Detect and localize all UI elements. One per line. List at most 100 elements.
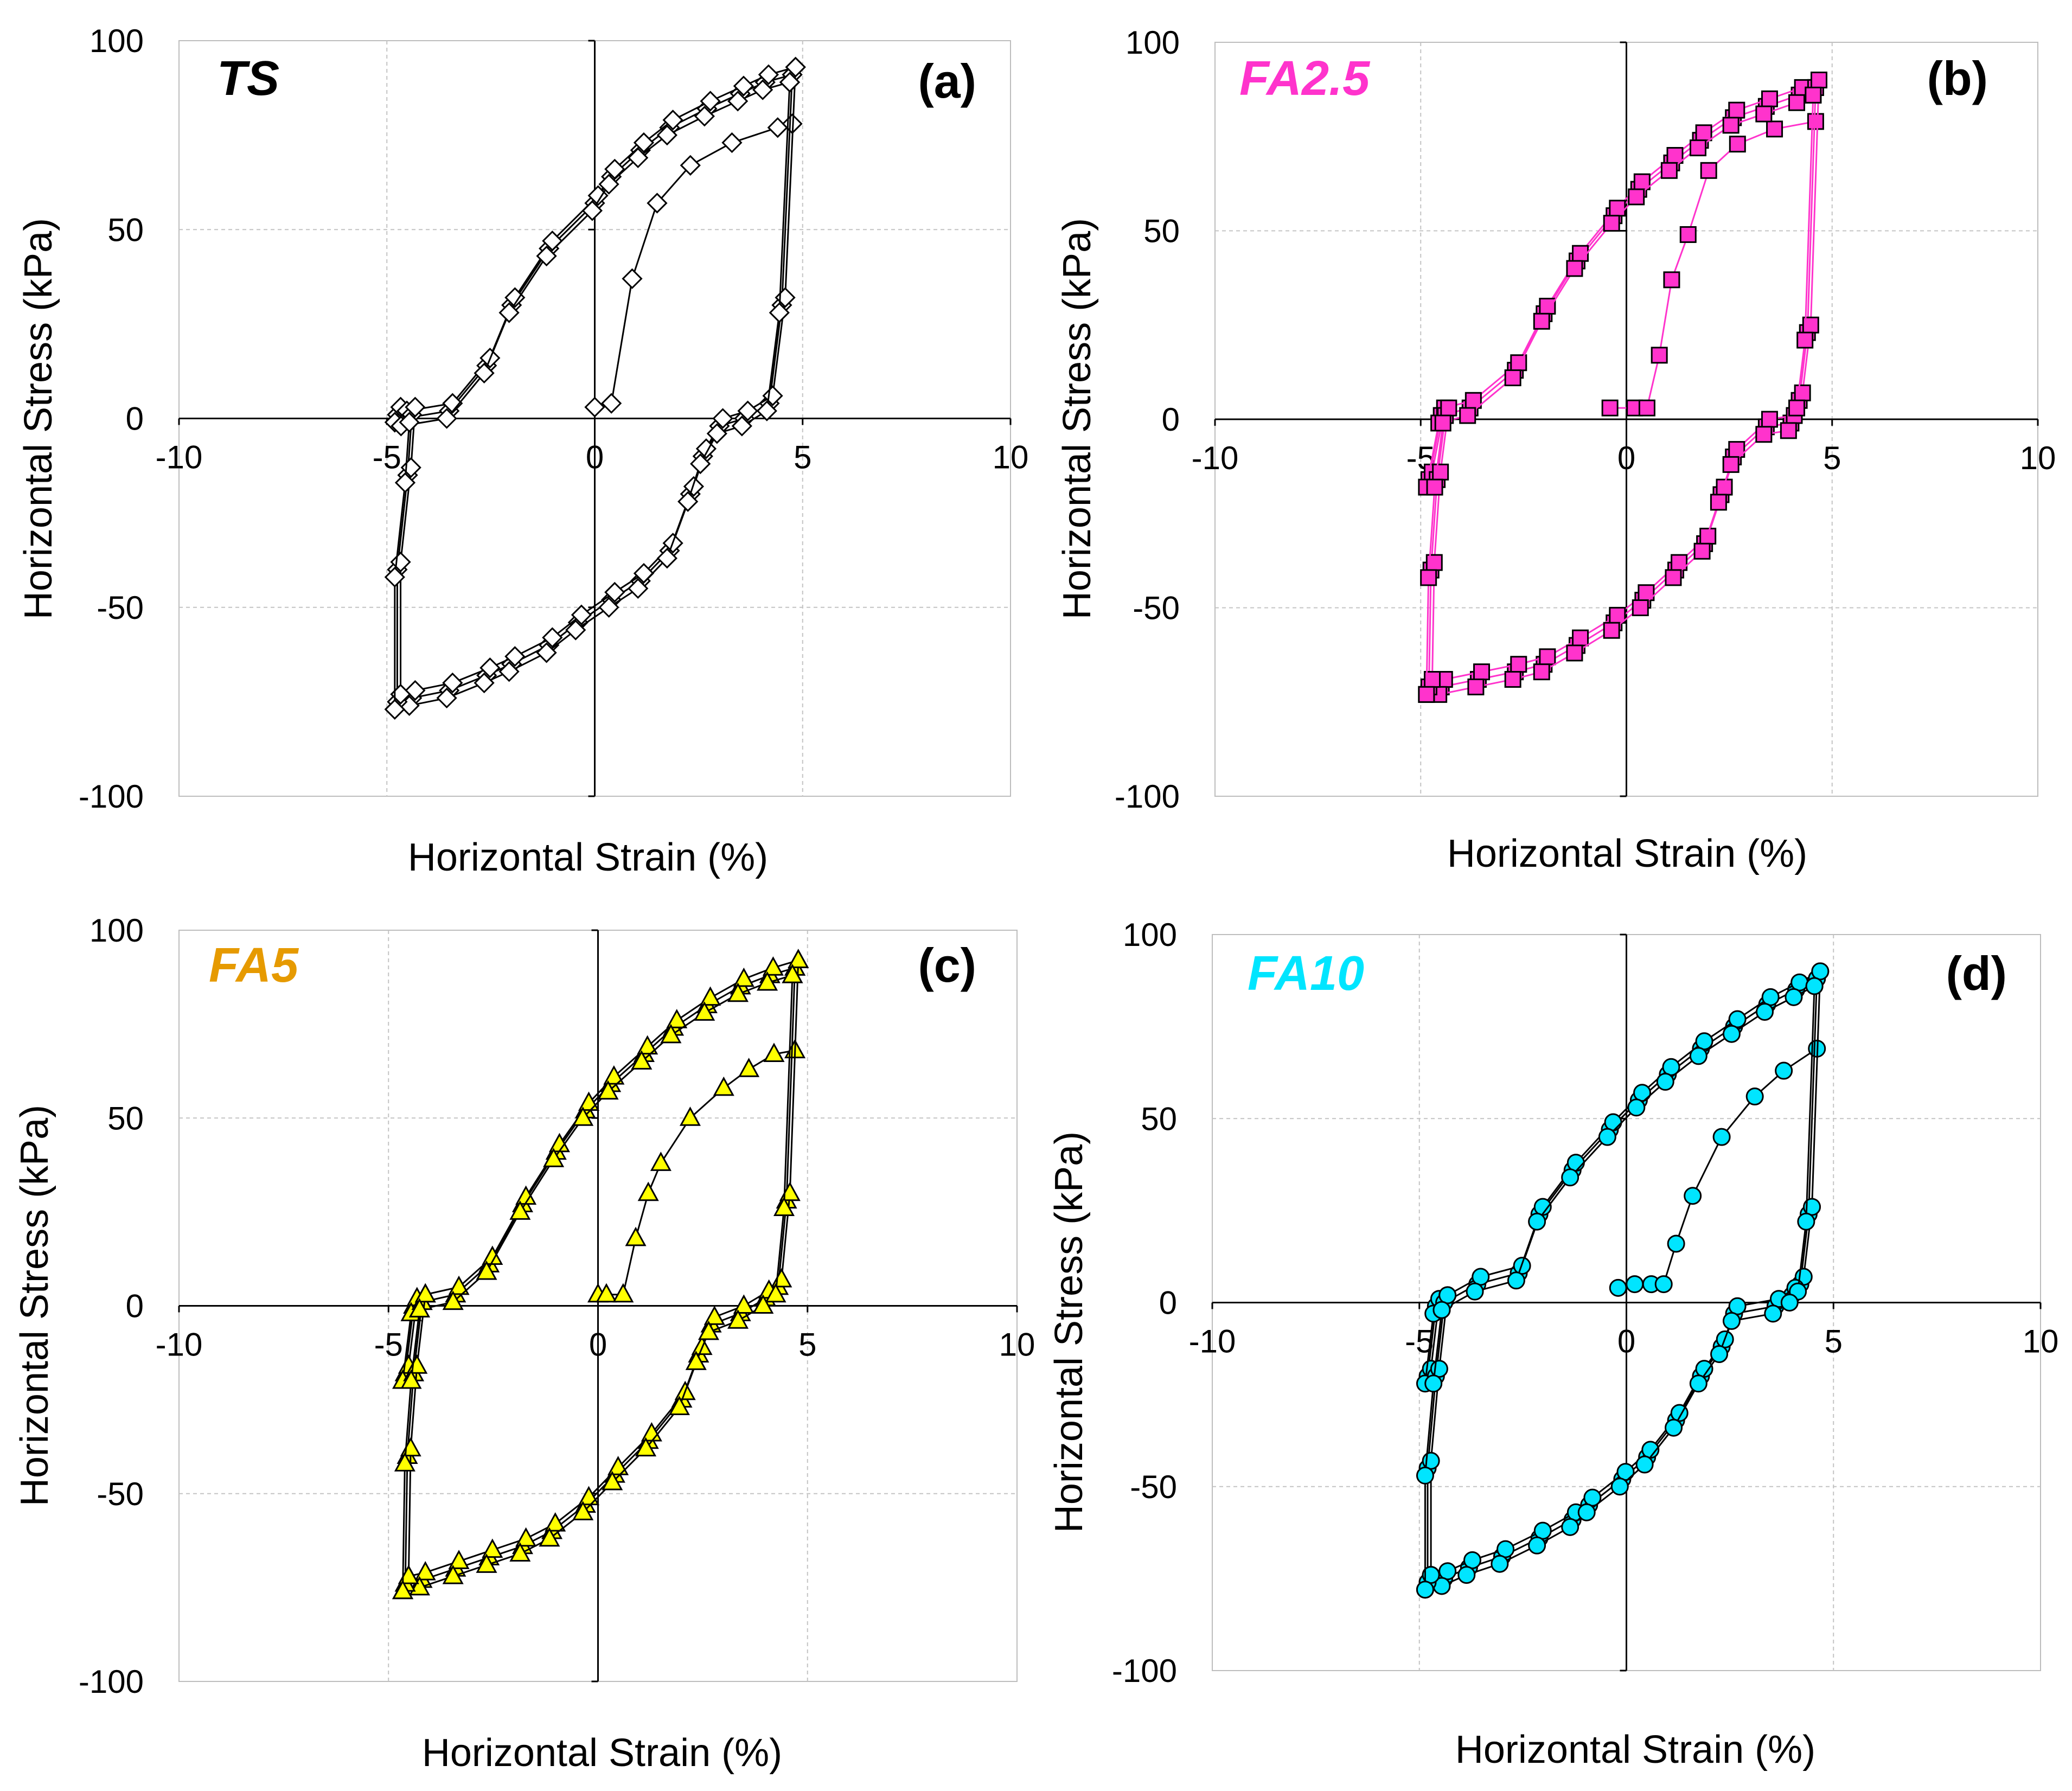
panel-d-data-point [1745,1088,1764,1106]
panel-a-data-point [565,619,586,641]
panel-c-initial-loading-line [598,1050,795,1296]
panel-a-data-point [694,106,715,127]
panel-b-y-tick-label: -50 [1133,590,1180,626]
panel-b-y-tick-label: 0 [1162,401,1180,438]
panel-b-data-point [1603,215,1620,232]
panel-d-data-point [1656,1072,1674,1091]
panel-c-data-point [442,1290,464,1310]
panel-b-data-point [1566,644,1583,662]
panel-b-data-point [1628,188,1645,206]
panel-a-data-point [700,91,721,112]
panel-c-data-point [713,1076,734,1096]
panel-c-data-point [515,1527,537,1547]
panel-c-y-axis-label: Horizontal Stress (kPa) [13,1105,56,1506]
panel-d-data-point [1654,1275,1673,1294]
panel-b-lower-branch-line [1426,95,1814,695]
panel-d-return-branch-line [1424,1309,1443,1590]
panel-d-data-point [1424,1374,1443,1393]
panel-c-data-point [765,1283,786,1303]
panel-c-data-point [482,1538,503,1558]
panel-c-data-point [679,1106,701,1126]
panel-d-data-point [1466,1282,1484,1301]
panel-c-panel-label: (c) [918,938,976,992]
panel-b-data-point [1420,569,1437,586]
panel-b-x-tick-label: -10 [1192,440,1239,476]
panel-b-data-point [1729,136,1746,153]
panel-b-data-point [1539,298,1556,315]
panel-b-data-point [1766,120,1783,138]
panel-d-return-branch-line [1427,1302,1446,1583]
panel-d-y-tick-label: -100 [1112,1653,1177,1689]
panel-a-data-point [394,472,416,494]
panel-c-data-point [414,1561,436,1581]
panel-a-data-point [767,117,788,138]
panel-a-y-tick-label: -100 [79,778,144,815]
panel-d-data-point [1764,1304,1782,1323]
panel-a-sample-label: TS [217,52,279,106]
panel-d-data-point [1610,1477,1629,1496]
panel-b-data-point [1660,162,1678,179]
panel-d-data-point [1528,1536,1546,1555]
panel-a-data-point [756,400,777,421]
panel-d-data-point [1497,1540,1515,1558]
panel-d-data-point [1633,1084,1652,1102]
panel-b-x-tick-label: 5 [1823,440,1841,476]
panel-a-data-point [721,132,743,153]
panel-d-data-point [1695,1032,1713,1051]
panel-d-data-point [1533,1521,1552,1540]
panel-b-data-point [1728,101,1745,119]
panel-b-data-point [1603,622,1620,639]
panel-b-upper-branch-line [1428,87,1817,480]
panel-a-return-branch-line [400,407,416,694]
panel-a-data-point [598,597,619,618]
panel-a-data-point [656,548,677,569]
panel-b-data-point [1601,399,1619,417]
panel-b-data-point [1761,90,1778,107]
panel-c-data-point [763,1042,785,1063]
panel-c-data-point [392,1579,414,1600]
panel-d-data-point [1561,1518,1579,1536]
panel-b-data-point [1566,260,1583,277]
panel-b-data-point [1609,606,1626,624]
panel-b-y-axis-label: Horizontal Stress (kPa) [1056,218,1099,619]
panel-d-data-point [1433,1301,1451,1319]
panel-b-y-tick-label: 100 [1125,24,1180,61]
panel-d-x-tick-label: 10 [2023,1323,2059,1360]
panel-a-data-point [442,672,463,694]
panel-c-series [392,949,809,1600]
panel-a-y-tick-label: 0 [126,401,144,437]
panel-a-data-point [601,393,622,414]
panel-a-data-point [474,362,495,384]
panel-c-data-point [545,1512,566,1532]
panel-d-data-point [1430,1360,1448,1378]
panel-a-data-point [598,174,619,195]
panel-d-data-point [1790,973,1809,992]
panel-d-data-point [1797,1212,1815,1231]
panel-a-return-branch-line [394,422,411,709]
panel-a-data-point [656,125,677,146]
panel-d-data-point [1635,1455,1654,1474]
panel-a-data-point [731,415,752,437]
panel-c-data-point [773,1197,795,1216]
panel-c-x-tick-label: 10 [999,1327,1035,1363]
panel-a-data-point [752,79,773,100]
panel-b-data-point [1796,331,1814,349]
panel-d-sample-label: FA10 [1248,946,1364,1001]
panel-b-lower-branch-line [1432,80,1820,681]
panel-a-data-point [628,578,649,599]
panel-d-data-point [1684,1187,1702,1205]
panel-b-return-branch-line [1431,407,1450,680]
panel-a-x-tick-label: 0 [586,439,604,476]
panel-a-data-point [384,699,405,720]
panel-d-y-axis-label: Horizontal Stress (kPa) [1047,1131,1091,1533]
panel-d-y-tick-label: -50 [1130,1469,1177,1505]
panel-a-data-point [712,408,733,429]
panel-d-data-point [1665,1418,1683,1437]
panel-a-data-point [536,642,557,663]
panel-b-data-point [1572,245,1589,262]
panel-a-data-point [758,64,779,85]
panel-c-return-branch-line [402,1309,420,1591]
panel-d-y-tick-label: 50 [1141,1101,1177,1137]
